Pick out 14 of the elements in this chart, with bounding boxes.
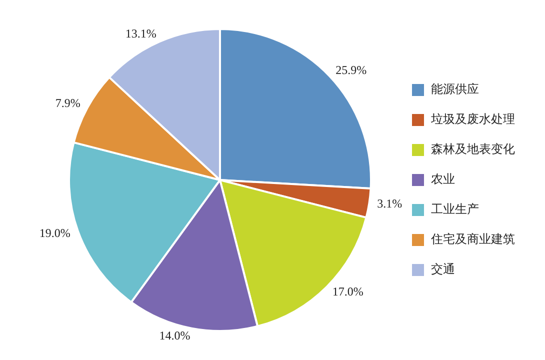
legend-label: 能源供应 [431, 82, 479, 96]
data-label: 14.0% [159, 328, 190, 342]
data-label: 3.1% [377, 196, 402, 211]
legend-label: 住宅及商业建筑 [430, 232, 515, 246]
legend-label: 垃圾及废水处理 [430, 112, 515, 126]
legend-label: 交通 [431, 262, 455, 276]
legend-label: 森林及地表变化 [431, 142, 515, 156]
legend-label: 工业生产 [431, 202, 479, 216]
legend-label: 农业 [431, 172, 455, 186]
data-label: 7.9% [55, 96, 80, 110]
data-label: 13.1% [125, 26, 156, 40]
data-label: 19.0% [39, 226, 70, 240]
data-label: 17.0% [332, 284, 364, 299]
data-label: 25.9% [336, 62, 367, 77]
